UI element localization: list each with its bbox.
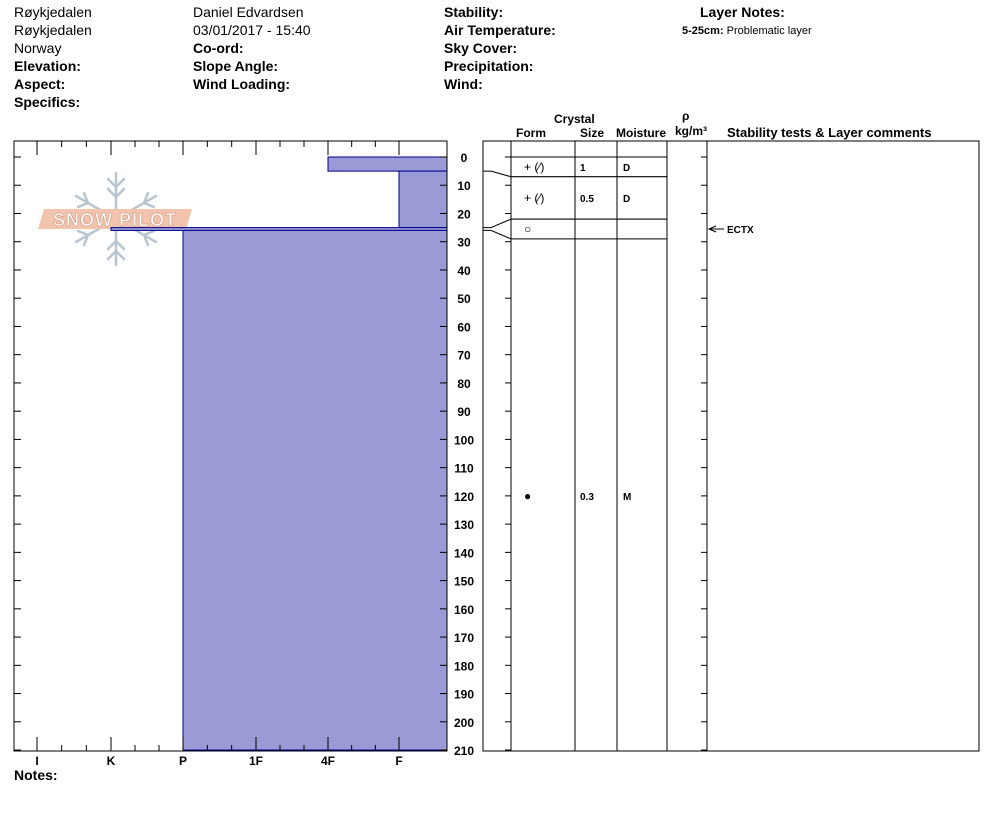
depth-label-210: 210 <box>454 744 474 758</box>
layer-note: 5-25cm: Problematic layer <box>682 22 812 40</box>
layer-size-0: 1 <box>580 163 586 174</box>
depth-label-70: 70 <box>457 349 471 363</box>
hardness-label-P: P <box>179 754 187 768</box>
obs-size-0: 0.3 <box>580 492 594 503</box>
layer-row-1 <box>510 176 668 220</box>
depth-label-120: 120 <box>454 490 474 504</box>
snow-pilot-logo: SNOW PILOT <box>38 209 192 230</box>
moisture-header: Moisture <box>616 126 667 140</box>
logo-text: SNOW PILOT <box>53 210 177 230</box>
slope-angle-label: Slope Angle: <box>193 58 279 74</box>
elevation-label: Elevation: <box>14 58 81 74</box>
depth-label-90: 90 <box>457 405 471 419</box>
form-header: Form <box>516 126 546 140</box>
layer-connector <box>483 229 512 240</box>
depth-label-0: 0 <box>461 151 468 165</box>
hardness-label-I: I <box>35 754 38 768</box>
depth-label-200: 200 <box>454 716 474 730</box>
layer-form-2: ○ <box>524 222 531 236</box>
depth-label-110: 110 <box>454 462 474 476</box>
depth-label-80: 80 <box>457 377 471 391</box>
density-unit-header: kg/m³ <box>675 124 708 138</box>
rho-header: ρ <box>682 109 690 123</box>
layer-size-1: 0.5 <box>580 194 594 205</box>
depth-label-170: 170 <box>454 631 474 645</box>
size-header: Size <box>580 126 605 140</box>
depth-label-50: 50 <box>457 292 471 306</box>
depth-label-180: 180 <box>454 659 474 673</box>
hardness-layer-1 <box>398 170 448 229</box>
specifics-label: Specifics: <box>14 94 81 110</box>
aspect-label: Aspect: <box>14 76 66 92</box>
hardness-layer-3 <box>182 229 448 751</box>
date-time: 03/01/2017 - 15:40 <box>193 22 311 38</box>
layer-form-1: + (⁄) <box>524 191 544 205</box>
layer-table-frame <box>482 140 980 752</box>
layer-notes-label: Layer Notes: <box>700 4 785 20</box>
coord-label: Co-ord: <box>193 40 244 56</box>
depth-label-20: 20 <box>457 207 471 221</box>
layer-note-text: Problematic layer <box>726 25 812 37</box>
hardness-layer-0 <box>327 156 448 172</box>
hardness-label-1F: 1F <box>249 754 263 768</box>
depth-label-150: 150 <box>454 575 474 589</box>
depth-label-40: 40 <box>457 264 471 278</box>
layer-moisture-0: D <box>623 163 630 174</box>
sky-cover-label: Sky Cover: <box>444 40 518 56</box>
layer-form-0: + (⁄) <box>524 160 544 174</box>
hardness-label-4F: 4F <box>321 754 335 768</box>
hardness-plot-frame <box>13 140 448 752</box>
stability-comments-header: Stability tests & Layer comments <box>727 125 932 140</box>
country: Norway <box>14 40 62 56</box>
notes-label: Notes: <box>14 767 58 783</box>
layer-connector <box>483 218 512 229</box>
depth-label-30: 30 <box>457 236 471 250</box>
layer-moisture-1: D <box>623 194 630 205</box>
wind-label: Wind: <box>444 76 483 92</box>
depth-label-100: 100 <box>454 433 474 447</box>
air-temperature-label: Air Temperature: <box>444 22 556 38</box>
depth-label-190: 190 <box>454 688 474 702</box>
hardness-label-K: K <box>107 754 116 768</box>
obs-form-0: ● <box>524 489 531 503</box>
obs-moisture-0: M <box>623 492 631 503</box>
crystal-header: Crystal <box>554 112 595 126</box>
hardness-label-F: F <box>395 754 402 768</box>
wind-loading-label: Wind Loading: <box>193 76 291 92</box>
layer-row-2 <box>510 218 668 240</box>
depth-label-160: 160 <box>454 603 474 617</box>
stability-test-label-0: ECTX <box>727 225 754 236</box>
location-1: Røykjedalen <box>14 4 92 20</box>
stability-test-arrowhead-0 <box>707 225 717 233</box>
observer-name: Daniel Edvardsen <box>193 4 304 20</box>
depth-label-10: 10 <box>457 179 471 193</box>
stability-label: Stability: <box>444 4 504 20</box>
layer-connector <box>483 170 512 178</box>
depth-label-140: 140 <box>454 546 474 560</box>
location-2: Røykjedalen <box>14 22 92 38</box>
precipitation-label: Precipitation: <box>444 58 534 74</box>
depth-label-60: 60 <box>457 320 471 334</box>
depth-label-130: 130 <box>454 518 474 532</box>
layer-note-range: 5-25cm: <box>682 25 724 37</box>
